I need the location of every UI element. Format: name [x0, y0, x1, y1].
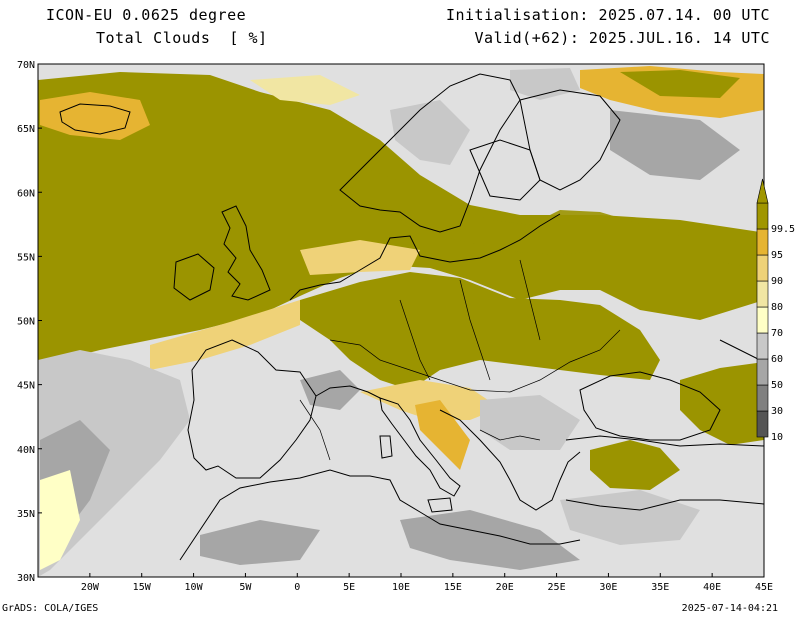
latitude-axis: 30N 35N 40N 45N 50N 55N 60N 65N 70N — [17, 60, 42, 584]
coastlines — [59, 73, 765, 561]
lon-tick-label: 40E — [703, 582, 721, 593]
lon-tick-label: 10E — [392, 582, 410, 593]
colorbar-label: 90 — [771, 276, 783, 287]
colorbar-swatch — [756, 358, 769, 386]
lat-tick-label: 30N — [17, 573, 35, 584]
lat-tick-label: 45N — [17, 381, 35, 392]
lat-tick-label: 50N — [17, 317, 35, 328]
footer-timestamp: 2025-07-14-04:21 — [681, 603, 778, 614]
colorbar-label: 10 — [771, 432, 783, 443]
colorbar-swatch — [756, 202, 769, 230]
longitude-axis: 20W 15W 10W 5W 0 5E 10E 15E 20E 25E 30E 35E 40E 45E — [81, 573, 773, 593]
central-europe-cloud — [300, 272, 660, 390]
colorbar-label: 50 — [771, 380, 783, 391]
colorbar-swatch — [756, 254, 769, 282]
lat-tick-label: 65N — [17, 124, 35, 135]
colorbar-swatch — [756, 306, 769, 334]
lon-tick-label: 5W — [239, 582, 252, 593]
model-title: ICON-EU 0.0625 degree — [46, 6, 247, 24]
colorbar-label: 60 — [771, 354, 783, 365]
lon-tick-label: 20E — [496, 582, 514, 593]
lat-tick-label: 55N — [17, 252, 35, 263]
lon-tick-label: 35E — [651, 582, 669, 593]
colorbar-arrow — [756, 178, 769, 204]
field-title: Total Clouds [ %] — [96, 29, 268, 47]
colorbar-swatch — [756, 332, 769, 360]
lon-tick-label: 25E — [548, 582, 566, 593]
lat-tick-label: 70N — [17, 60, 35, 71]
lat-tick-label: 35N — [17, 509, 35, 520]
lon-tick-label: 30E — [599, 582, 617, 593]
colorbar-label: 99.5 — [771, 224, 795, 235]
colorbar-swatch — [756, 228, 769, 256]
colorbar-swatch — [756, 410, 769, 438]
colorbar-label: 80 — [771, 302, 783, 313]
valid-time: Valid(+62): 2025.JUL.16. 14 UTC — [474, 29, 770, 47]
footer-grads: GrADS: COLA/IGES — [2, 603, 99, 614]
lon-tick-label: 10W — [185, 582, 204, 593]
colorbar-label: 30 — [771, 406, 783, 417]
colorbar: 10 30 50 60 70 80 90 95 99.5 — [756, 178, 795, 443]
colorbar-label: 70 — [771, 328, 783, 339]
init-time: Initialisation: 2025.07.14. 00 UTC — [445, 6, 770, 24]
lat-tick-label: 60N — [17, 188, 35, 199]
colorbar-swatch — [756, 384, 769, 412]
lon-tick-label: 15E — [444, 582, 462, 593]
lon-tick-label: 5E — [343, 582, 355, 593]
lon-tick-label: 20W — [81, 582, 100, 593]
lon-tick-label: 45E — [755, 582, 773, 593]
lon-tick-label: 15W — [133, 582, 152, 593]
colorbar-label: 95 — [771, 250, 783, 261]
lat-tick-label: 40N — [17, 445, 35, 456]
colorbar-swatch — [756, 280, 769, 308]
lon-tick-label: 0 — [294, 582, 300, 593]
